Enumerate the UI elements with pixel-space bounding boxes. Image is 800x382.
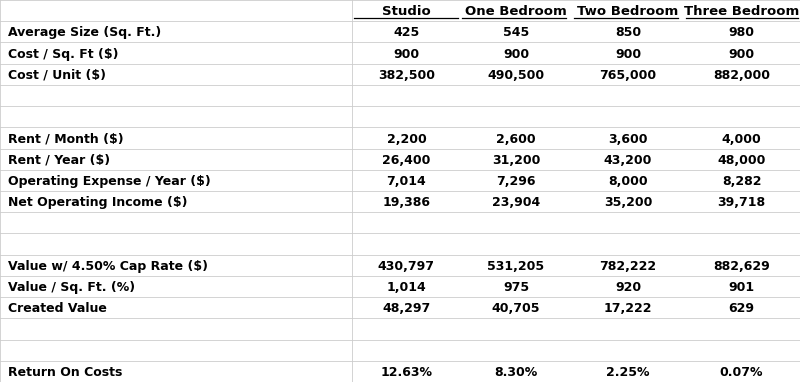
Text: 8,000: 8,000: [608, 175, 648, 188]
Text: 48,000: 48,000: [718, 154, 766, 167]
Text: Operating Expense / Year ($): Operating Expense / Year ($): [8, 175, 210, 188]
Text: 425: 425: [394, 26, 419, 39]
Text: 629: 629: [729, 302, 754, 315]
Text: Cost / Unit ($): Cost / Unit ($): [8, 69, 106, 82]
Text: 900: 900: [394, 48, 419, 61]
Text: 2,200: 2,200: [386, 133, 426, 146]
Text: Value w/ 4.50% Cap Rate ($): Value w/ 4.50% Cap Rate ($): [8, 260, 208, 273]
Text: 12.63%: 12.63%: [381, 366, 432, 379]
Text: 0.07%: 0.07%: [720, 366, 763, 379]
Text: Two Bedroom: Two Bedroom: [578, 5, 678, 18]
Text: One Bedroom: One Bedroom: [465, 5, 567, 18]
Text: 2,600: 2,600: [496, 133, 536, 146]
Text: 8.30%: 8.30%: [494, 366, 538, 379]
Text: 1,014: 1,014: [386, 281, 426, 294]
Text: 920: 920: [615, 281, 641, 294]
Text: Created Value: Created Value: [8, 302, 107, 315]
Text: 39,718: 39,718: [718, 196, 766, 209]
Text: 26,400: 26,400: [382, 154, 430, 167]
Text: 765,000: 765,000: [599, 69, 657, 82]
Text: 31,200: 31,200: [492, 154, 540, 167]
Text: 531,205: 531,205: [487, 260, 545, 273]
Text: 35,200: 35,200: [604, 196, 652, 209]
Text: 900: 900: [615, 48, 641, 61]
Text: Rent / Month ($): Rent / Month ($): [8, 133, 124, 146]
Text: 23,904: 23,904: [492, 196, 540, 209]
Text: 8,282: 8,282: [722, 175, 762, 188]
Text: 980: 980: [729, 26, 754, 39]
Text: 545: 545: [503, 26, 529, 39]
Text: Cost / Sq. Ft ($): Cost / Sq. Ft ($): [8, 48, 118, 61]
Text: 490,500: 490,500: [487, 69, 545, 82]
Text: 430,797: 430,797: [378, 260, 435, 273]
Text: 2.25%: 2.25%: [606, 366, 650, 379]
Text: 975: 975: [503, 281, 529, 294]
Text: Return On Costs: Return On Costs: [8, 366, 122, 379]
Text: Average Size (Sq. Ft.): Average Size (Sq. Ft.): [8, 26, 162, 39]
Text: 7,014: 7,014: [386, 175, 426, 188]
Text: 7,296: 7,296: [496, 175, 536, 188]
Text: 900: 900: [503, 48, 529, 61]
Text: 900: 900: [729, 48, 754, 61]
Text: 19,386: 19,386: [382, 196, 430, 209]
Text: 40,705: 40,705: [492, 302, 540, 315]
Text: 48,297: 48,297: [382, 302, 430, 315]
Text: Value / Sq. Ft. (%): Value / Sq. Ft. (%): [8, 281, 135, 294]
Text: 882,000: 882,000: [713, 69, 770, 82]
Text: Rent / Year ($): Rent / Year ($): [8, 154, 110, 167]
Text: Net Operating Income ($): Net Operating Income ($): [8, 196, 187, 209]
Text: 3,600: 3,600: [608, 133, 648, 146]
Text: Three Bedroom: Three Bedroom: [684, 5, 799, 18]
Text: 850: 850: [615, 26, 641, 39]
Text: 882,629: 882,629: [714, 260, 770, 273]
Text: Studio: Studio: [382, 5, 430, 18]
Text: 901: 901: [729, 281, 754, 294]
Text: 382,500: 382,500: [378, 69, 435, 82]
Text: 782,222: 782,222: [599, 260, 657, 273]
Text: 43,200: 43,200: [604, 154, 652, 167]
Text: 17,222: 17,222: [604, 302, 652, 315]
Text: 4,000: 4,000: [722, 133, 762, 146]
